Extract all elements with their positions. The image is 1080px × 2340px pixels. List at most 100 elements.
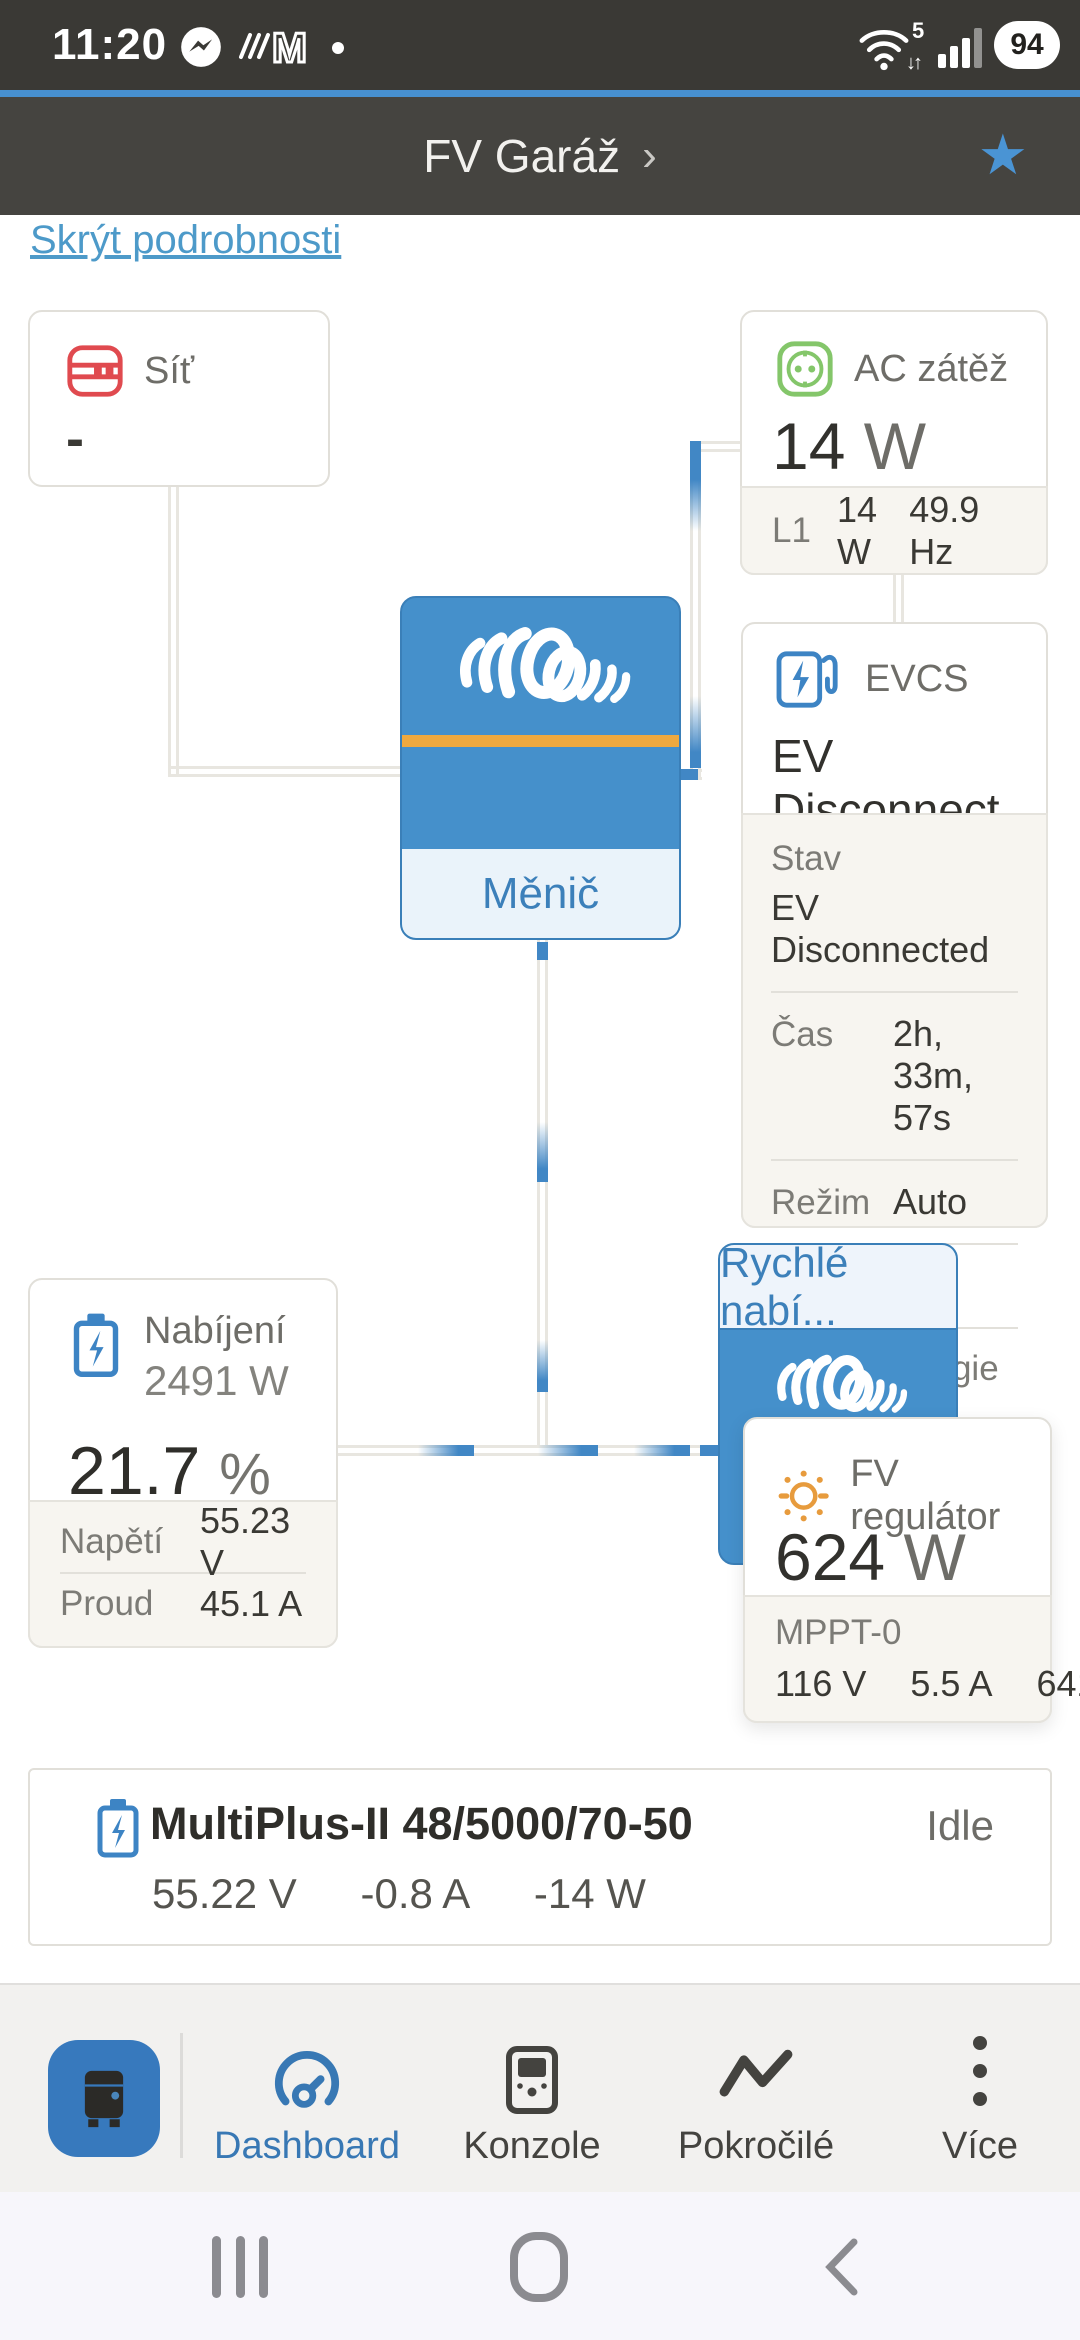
ac-loads-unit: W [863, 409, 927, 483]
recents-button[interactable] [212, 2236, 268, 2298]
solar-charger-card[interactable]: FV regulátor 624 W MPPT-0 116 V 5.5 A 64… [743, 1417, 1080, 1723]
wire-grid-vertical [168, 487, 179, 777]
tab-pokrocile[interactable]: Pokročilé [646, 2025, 866, 2168]
phase-power: 14 W [836, 488, 877, 572]
favorite-star-icon[interactable]: ★ [977, 123, 1028, 186]
breadcrumb[interactable]: FV Garáž › [0, 97, 1080, 215]
evcs-card-label: EVCS [865, 657, 969, 700]
power-flow-dash [690, 465, 701, 531]
app-header: FV Garáž › ★ [0, 97, 1080, 215]
wifi-traffic-arrows-icon: ↓↑ [906, 52, 923, 74]
phase-label: L1 [772, 510, 811, 550]
ev-charger-icon [776, 651, 838, 708]
solar-unit: W [903, 1520, 966, 1594]
wifi-5g-badge: 5 [912, 18, 925, 43]
home-button[interactable] [510, 2232, 568, 2302]
power-flow-dash [700, 1445, 718, 1456]
nav-divider [180, 2033, 183, 2158]
vibrate-slash-icon [239, 33, 270, 59]
grid-value: - [66, 409, 84, 469]
tab-dashboard-label: Dashboard [214, 2125, 400, 2167]
battery-bolt-icon [97, 1799, 139, 1858]
grid-card-label: Síť [144, 349, 195, 392]
solar-footer: MPPT-0 116 V 5.5 A 641 W [743, 1595, 1080, 1723]
notification-dot-icon [332, 42, 344, 54]
inverter-box[interactable]: Měnič [400, 596, 681, 940]
victron-logo-icon [460, 627, 631, 704]
console-device-icon [506, 2046, 558, 2114]
power-flow-dash [537, 1122, 548, 1182]
wire-acloads-evcs [893, 575, 904, 623]
battery-soc: 21.7 [68, 1433, 201, 1509]
device-app-tile[interactable] [48, 2040, 160, 2157]
tab-vice[interactable]: Více [870, 2025, 1080, 2168]
battery-voltage-value: 55.23 V [200, 1500, 291, 1583]
wire-inverter-battery [537, 940, 548, 1447]
device-power: -14 W [533, 1870, 646, 1917]
gmail-notification-icon: M [271, 23, 309, 73]
sun-icon [778, 1470, 829, 1522]
battery-level-badge: 94 [994, 21, 1060, 69]
evcs-mode-value: Auto [893, 1181, 968, 1222]
grid-icon [67, 345, 123, 397]
inverter-label: Měnič [402, 849, 679, 938]
solar-pv-power: 641 W [1036, 1663, 1080, 1704]
solar-card-label: FV regulátor [850, 1453, 1001, 1538]
multiplus-device-row[interactable]: MultiPlus-II 48/5000/70-50 Idle 55.22 V … [28, 1768, 1052, 1946]
power-flow-dash [690, 696, 701, 768]
battery-card[interactable]: Nabíjení 2491 W 21.7 % Napětí 55.23 V Pr… [28, 1278, 338, 1648]
victron-logo-icon [777, 1354, 908, 1413]
solar-tracker-label: MPPT-0 [775, 1613, 902, 1652]
cell-signal-icon [938, 28, 984, 68]
evcs-time-value: 2h, 33m, 57s [893, 1013, 974, 1138]
gauge-icon [274, 2051, 340, 2108]
device-status-badge: Idle [926, 1802, 994, 1849]
solar-voltage: 116 V [775, 1663, 867, 1704]
socket-icon [777, 341, 833, 397]
ac-loads-card[interactable]: AC zátěž 14 W L1 14 W 49.9 Hz [740, 310, 1048, 575]
battery-voltage-label: Napětí [60, 1522, 164, 1561]
grid-card[interactable]: Síť - [28, 310, 330, 487]
inverter-orange-stripe [402, 735, 679, 747]
power-flow-dash [537, 942, 548, 960]
tab-vice-label: Více [941, 2125, 1019, 2167]
hide-details-link[interactable]: Skrýt podrobnosti [30, 218, 342, 262]
ac-loads-card-label: AC zátěž [854, 347, 1009, 390]
status-bar: 11:20 M 5 ↓↑ 94 [0, 0, 1080, 90]
wire-grid-horizontal [168, 766, 406, 777]
evcs-state-value: EV Disconnected [771, 887, 990, 970]
kebab-menu-icon [973, 2036, 987, 2106]
fast-charger-label: Rychlé nabí... [720, 1245, 956, 1334]
android-nav-bar [0, 2192, 1080, 2340]
wire-battery-horizontal [338, 1445, 718, 1456]
evcs-mode-label: Režim [771, 1183, 871, 1222]
tab-konzole-label: Konzole [463, 2125, 601, 2167]
page-title: FV Garáž [423, 130, 621, 182]
power-flow-dash [680, 769, 698, 780]
power-flow-dash [538, 1445, 598, 1456]
wifi-icon [859, 30, 909, 71]
ac-loads-footer: L1 14 W 49.9 Hz [740, 486, 1048, 575]
battery-bolt-icon [73, 1313, 119, 1377]
wire-acloads-stub-bottom [680, 769, 702, 780]
evcs-footer: Stav EV Disconnected Čas 2h, 33m, 57s Re… [741, 813, 1048, 1438]
battery-footer: Napětí 55.23 V Proud 45.1 A [28, 1500, 338, 1648]
tab-pokrocile-label: Pokročilé [677, 2125, 835, 2167]
device-title: MultiPlus-II 48/5000/70-50 [150, 1798, 693, 1849]
solar-current: 5.5 A [910, 1663, 993, 1704]
gx-device-icon [84, 2070, 124, 2127]
battery-current-label: Proud [60, 1584, 154, 1623]
power-flow-dash [634, 1445, 690, 1456]
device-voltage: 55.22 V [152, 1870, 297, 1917]
device-current: -0.8 A [360, 1870, 471, 1917]
battery-power: 2491 W [144, 1357, 289, 1404]
bottom-nav: Dashboard Konzole Pokročilé [0, 1983, 1080, 2192]
evcs-state-label: Stav [771, 839, 842, 878]
wire-acloads-stub-top [696, 441, 742, 452]
tab-konzole[interactable]: Konzole [422, 2025, 642, 2168]
evcs-card[interactable]: EVCS EV Disconnect... Stav EV Disconnect… [741, 622, 1048, 1438]
back-button[interactable] [822, 2236, 862, 2298]
tab-dashboard[interactable]: Dashboard [197, 2025, 417, 2168]
power-flow-dash [690, 441, 701, 465]
